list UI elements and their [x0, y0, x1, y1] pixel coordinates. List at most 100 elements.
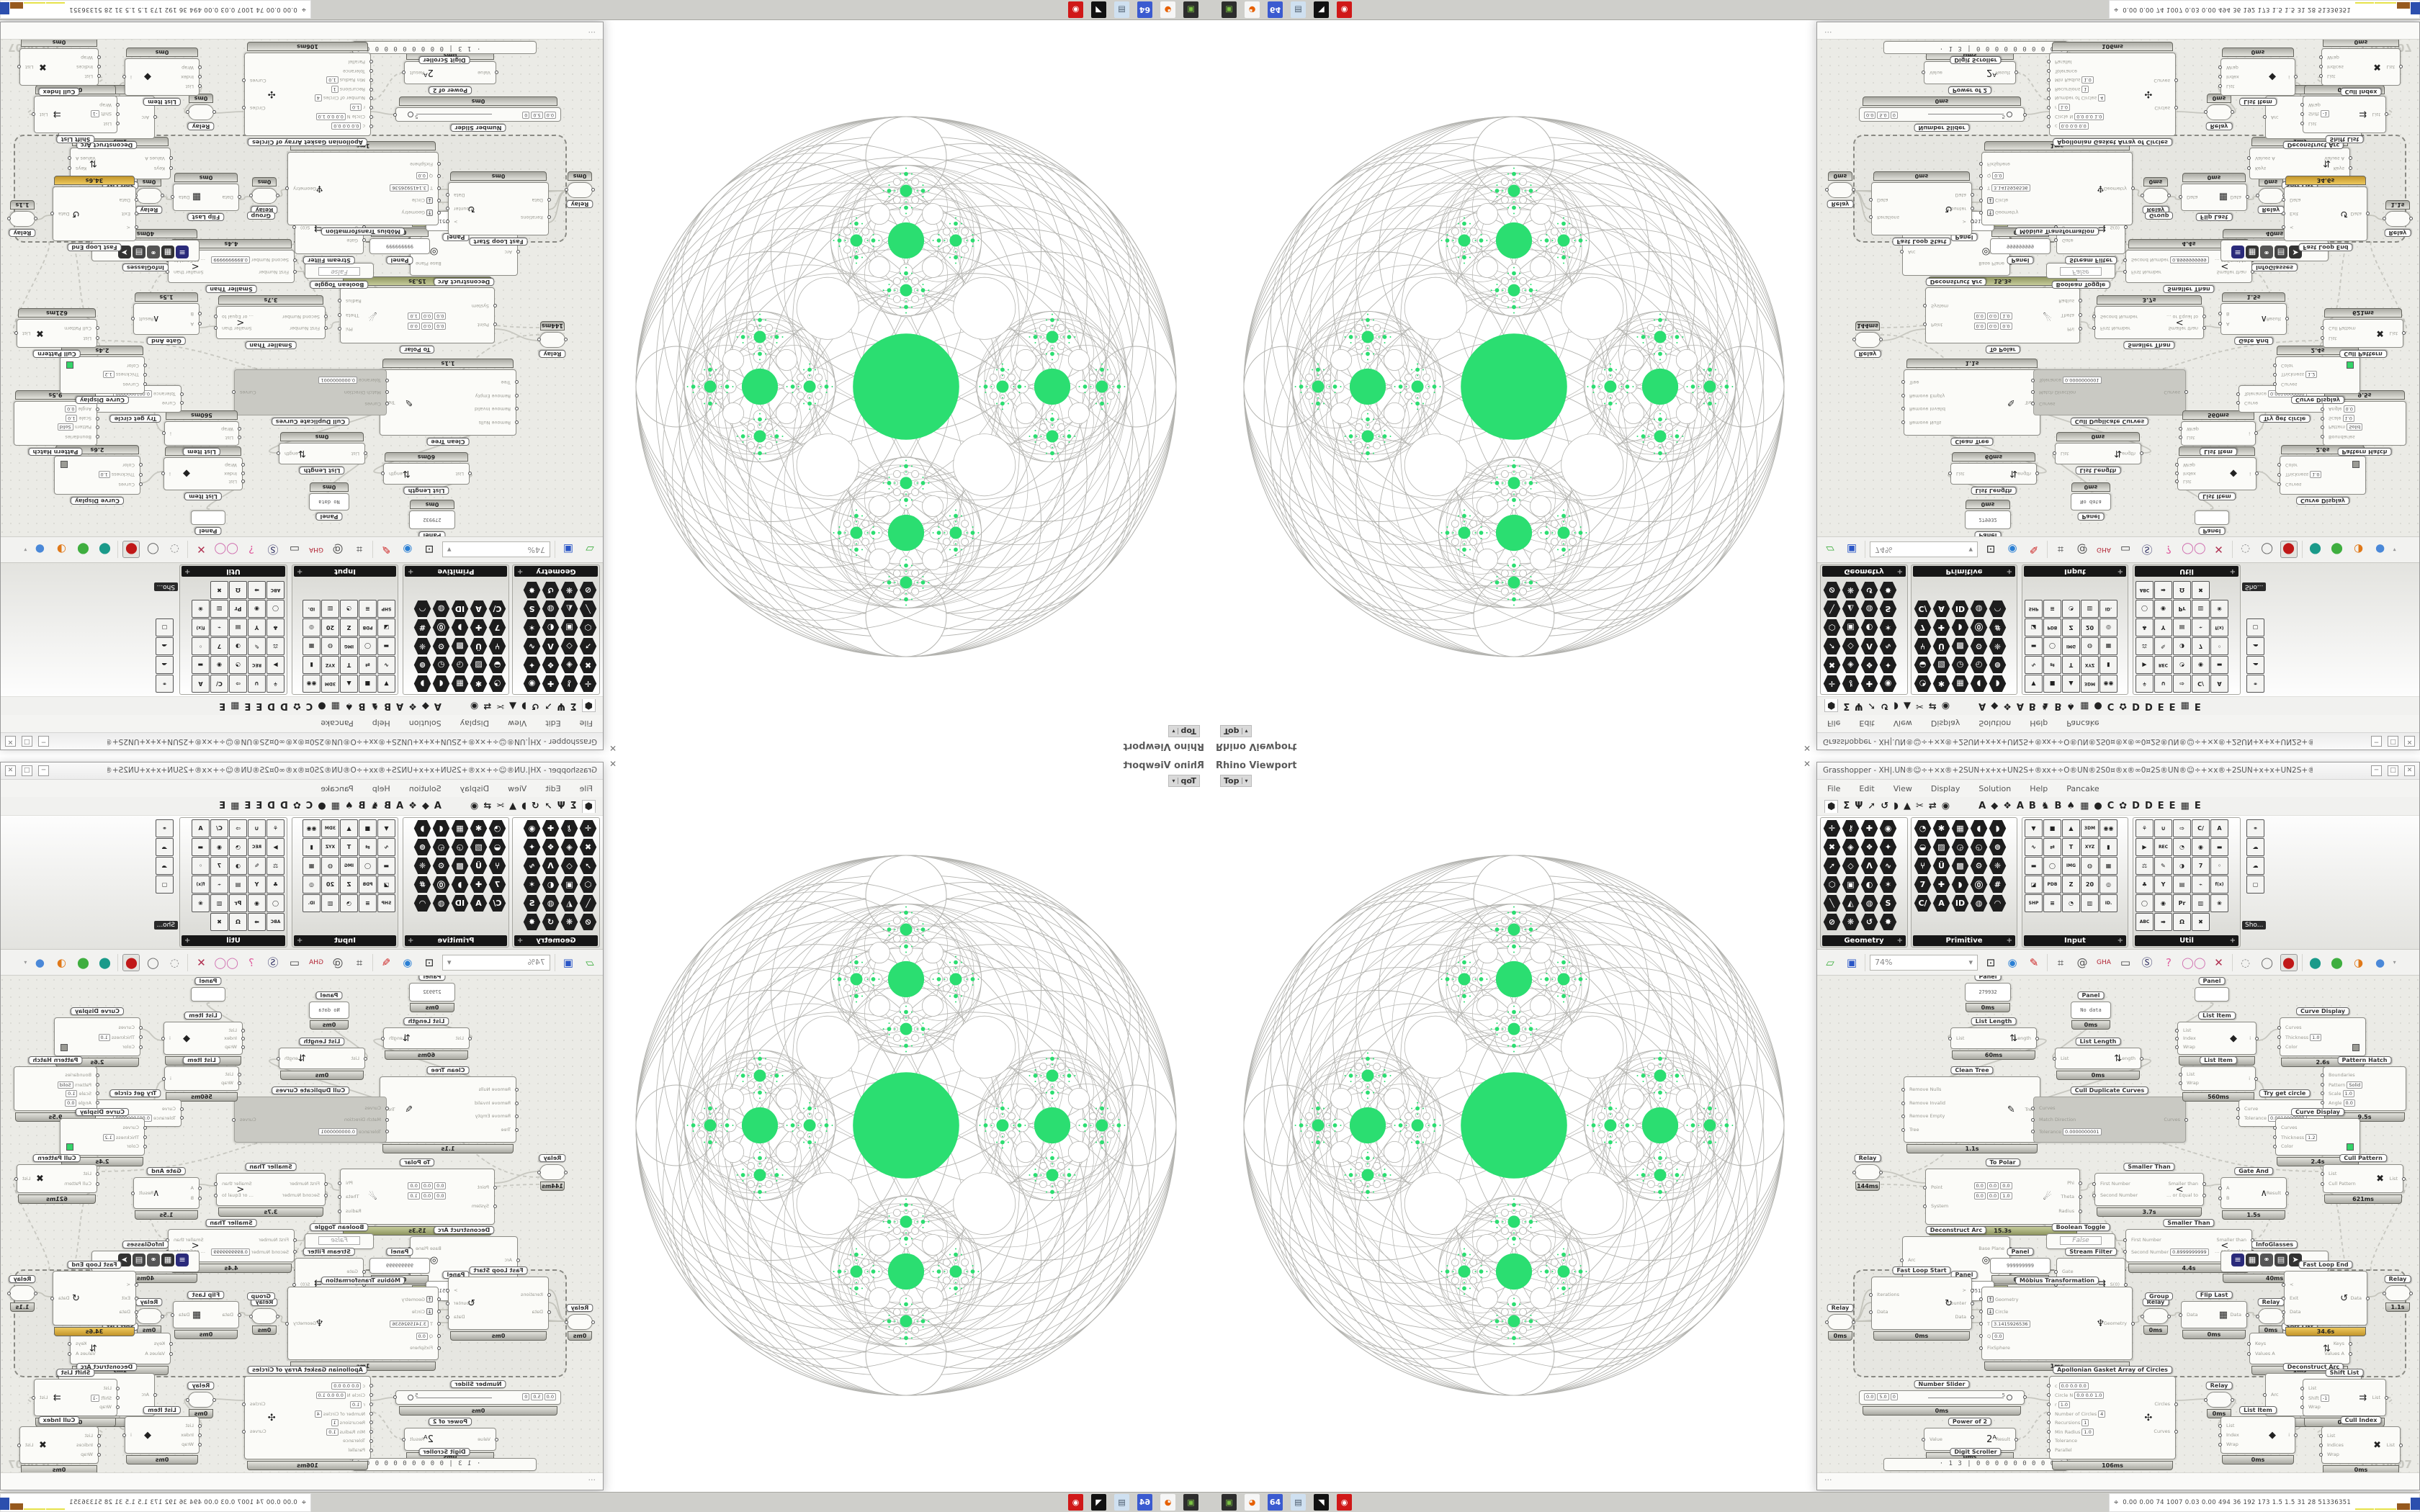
- palette-component-icon[interactable]: ◉: [248, 894, 266, 912]
- palette-component-icon[interactable]: A: [1932, 600, 1950, 618]
- rhino-viewport[interactable]: Rhino Viewport ✕ Top ▾: [1210, 20, 1818, 756]
- palette-component-icon[interactable]: ∿: [377, 656, 395, 674]
- palette-component-icon[interactable]: ◠: [413, 894, 431, 912]
- floppy64-icon[interactable]: 64: [1137, 1494, 1152, 1511]
- node-port[interactable]: [1979, 1322, 1983, 1326]
- node-port[interactable]: [2175, 1028, 2179, 1032]
- palette-component-icon[interactable]: ◯: [359, 857, 377, 875]
- plugin-tab[interactable]: ◆: [1991, 801, 1999, 811]
- palette-component-icon[interactable]: ⚷: [1842, 820, 1860, 837]
- red-emblem-icon[interactable]: ◉: [1337, 1494, 1352, 1511]
- palette-group-title[interactable]: Input +: [2024, 566, 2126, 577]
- node-canvas[interactable]: 1.0.0007 279932 Panel 0ms List Length ⇅ List L…: [1817, 38, 2419, 536]
- palette-component-icon[interactable]: ❈: [413, 857, 431, 875]
- plugin-tab[interactable]: E: [256, 701, 263, 711]
- plugin-tab[interactable]: ▦: [331, 801, 340, 811]
- node-port[interactable]: [2277, 1035, 2281, 1039]
- node-canvas[interactable]: 1.0.0007 279932 Panel 0ms List Length ⇅ List L…: [1, 38, 603, 536]
- palette-component-icon[interactable]: PDB: [2043, 618, 2061, 636]
- palette-component-icon[interactable]: ∿: [523, 857, 541, 875]
- panel-value[interactable]: 999999999: [2007, 1263, 2034, 1269]
- node-port[interactable]: [1979, 174, 1983, 178]
- palette-component-icon[interactable]: ◍: [1860, 600, 1878, 618]
- palette-component-icon[interactable]: ✛: [1823, 675, 1841, 693]
- palette-component-icon[interactable]: ✸: [523, 581, 541, 599]
- palette-component-icon[interactable]: ╲: [1823, 895, 1841, 912]
- palette-component-icon[interactable]: ◯: [2136, 600, 2154, 618]
- node-canvas[interactable]: 1.0.0007 279932 Panel 0ms List Length ⇅ List L…: [1, 976, 603, 1474]
- palette-component-icon[interactable]: ☁: [2246, 838, 2264, 856]
- node-port[interactable]: [135, 198, 138, 202]
- palette-component-icon[interactable]: ◍: [321, 637, 339, 655]
- category-tab[interactable]: ✂: [496, 801, 505, 811]
- palette-component-icon[interactable]: ◉: [210, 838, 228, 856]
- plugin-tab[interactable]: A: [2016, 801, 2024, 811]
- infoglasses-icon[interactable]: ▤: [2275, 246, 2287, 258]
- palette-component-icon[interactable]: ⇄: [2043, 656, 2061, 674]
- palette-component-icon[interactable]: ❖: [1860, 656, 1878, 674]
- palette-component-icon[interactable]: ◗: [1951, 876, 1969, 893]
- palette-component-icon[interactable]: ◈: [1842, 839, 1860, 855]
- plugin-tab[interactable]: B: [2054, 801, 2062, 811]
- palette-component-icon[interactable]: T: [340, 656, 358, 674]
- palette-component-icon[interactable]: ⇄: [2043, 838, 2061, 856]
- node-port[interactable]: [292, 225, 296, 229]
- node-port[interactable]: [96, 1182, 99, 1186]
- palette-component-icon[interactable]: Λ: [1860, 858, 1878, 874]
- palette-component-icon[interactable]: ◑: [229, 637, 247, 655]
- node-port[interactable]: [139, 1045, 143, 1049]
- category-tab[interactable]: ◉: [470, 701, 479, 711]
- save-file-icon[interactable]: ▣: [1846, 955, 1857, 969]
- node-port[interactable]: [2079, 1209, 2082, 1213]
- plugin-tab[interactable]: ❖: [408, 701, 417, 711]
- palette-component-icon[interactable]: ID: [1951, 895, 1969, 912]
- palette-component-icon[interactable]: ♣: [266, 876, 284, 894]
- overflow-dots[interactable]: ...: [1824, 30, 1832, 39]
- palette-component-icon[interactable]: ▢: [2246, 876, 2264, 894]
- node-port[interactable]: [2140, 451, 2143, 455]
- menu-item-edit[interactable]: Edit: [1859, 783, 1875, 793]
- node-port[interactable]: [2218, 1186, 2222, 1190]
- node-port[interactable]: [2236, 401, 2240, 405]
- palette-component-icon[interactable]: ∿: [523, 637, 541, 655]
- firefox-icon[interactable]: ◕: [1245, 1494, 1260, 1511]
- plugin-tab[interactable]: C: [305, 701, 313, 711]
- palette-component-icon[interactable]: ⚙: [432, 637, 450, 655]
- palette-component-icon[interactable]: ◍: [2081, 637, 2099, 655]
- node-port[interactable]: [1923, 1205, 1927, 1208]
- color-swatch[interactable]: [2347, 1143, 2354, 1151]
- node-port[interactable]: [1979, 186, 1983, 190]
- preview-wire-icon[interactable]: ◯: [147, 543, 159, 557]
- node-port[interactable]: [446, 1315, 449, 1319]
- palette-component-icon[interactable]: Λ: [542, 637, 560, 655]
- infoglasses-icon[interactable]: ≡: [176, 1254, 189, 1266]
- palette-component-icon[interactable]: ☁: [2246, 637, 2264, 655]
- overflow-dots[interactable]: ...: [1824, 1473, 1832, 1482]
- node-port[interactable]: [162, 1077, 166, 1081]
- document-preview-icon[interactable]: ●: [2375, 543, 2385, 557]
- node-port[interactable]: [2023, 1395, 2027, 1399]
- node-port[interactable]: [276, 1315, 279, 1318]
- palette-component-icon[interactable]: ▮: [2099, 838, 2118, 856]
- node-port[interactable]: [2031, 1118, 2035, 1122]
- node-port[interactable]: [2123, 1249, 2127, 1254]
- preview-selected-icon[interactable]: ⬤: [99, 543, 111, 557]
- rhino-viewport[interactable]: Rhino Viewport ✕ Top ▾: [602, 756, 1210, 1492]
- palette-group-title[interactable]: Primitive +: [405, 566, 507, 577]
- node-port[interactable]: [68, 1341, 71, 1346]
- node-port[interactable]: [2124, 225, 2128, 229]
- palette-component-icon[interactable]: ▣: [1842, 876, 1860, 893]
- node-port[interactable]: [2321, 326, 2324, 330]
- node-port[interactable]: [2092, 315, 2096, 319]
- plugin-tab[interactable]: C: [2107, 801, 2115, 811]
- node-port[interactable]: [68, 1352, 71, 1356]
- sketch-pen-icon[interactable]: ✎: [2029, 543, 2039, 557]
- node-port[interactable]: [2349, 1352, 2352, 1356]
- node-port[interactable]: [385, 1118, 389, 1122]
- palette-component-icon[interactable]: 7: [1914, 876, 1932, 893]
- plugin-tab[interactable]: ●: [2094, 801, 2102, 811]
- plugin-tab[interactable]: ♠: [344, 801, 354, 811]
- palette-component-icon[interactable]: ◖: [1970, 820, 1988, 837]
- fancy-wires-icon[interactable]: ✕: [2214, 955, 2223, 969]
- node-port[interactable]: [2263, 1393, 2267, 1397]
